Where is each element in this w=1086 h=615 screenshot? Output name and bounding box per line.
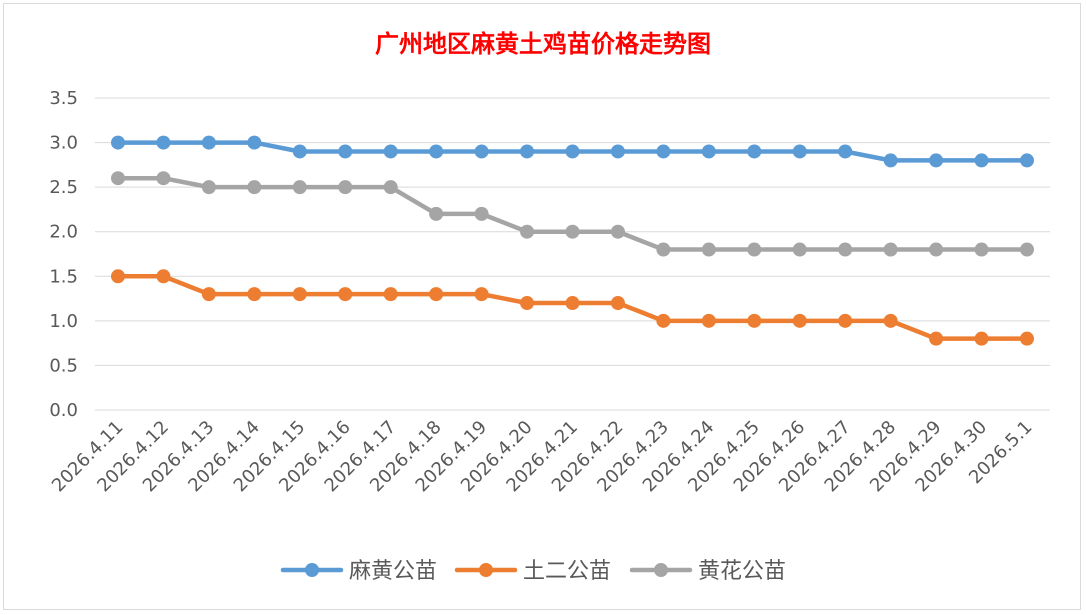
data-point bbox=[520, 224, 535, 239]
data-point bbox=[747, 242, 762, 257]
data-point bbox=[610, 224, 625, 239]
data-point bbox=[520, 296, 535, 311]
series-麻黄公苗 bbox=[111, 135, 1034, 168]
data-point bbox=[792, 144, 807, 159]
data-point bbox=[974, 153, 989, 168]
legend-label: 土二公苗 bbox=[523, 559, 611, 584]
y-axis-tick-labels: 0.0 0.5 1.0 1.5 2.0 2.5 3.0 3.5 bbox=[49, 88, 78, 421]
data-point bbox=[292, 144, 307, 159]
data-point bbox=[565, 224, 580, 239]
data-point bbox=[883, 153, 898, 168]
data-point bbox=[747, 313, 762, 328]
y-tick-label: 3.0 bbox=[49, 133, 78, 154]
data-point bbox=[474, 144, 489, 159]
series-lines bbox=[111, 135, 1034, 346]
data-point bbox=[792, 313, 807, 328]
data-point bbox=[974, 331, 989, 346]
legend-label: 黄花公苗 bbox=[698, 559, 786, 584]
data-point bbox=[111, 135, 125, 150]
data-point bbox=[610, 296, 625, 311]
data-point bbox=[1020, 331, 1034, 346]
data-point bbox=[883, 242, 898, 257]
data-point bbox=[520, 144, 535, 159]
data-point bbox=[1020, 153, 1034, 168]
data-point bbox=[156, 171, 171, 186]
data-point bbox=[929, 153, 944, 168]
y-tick-label: 0.0 bbox=[49, 400, 78, 421]
legend-label: 麻黄公苗 bbox=[349, 559, 437, 584]
data-point bbox=[201, 287, 216, 302]
data-point bbox=[792, 242, 807, 257]
legend: 麻黄公苗 土二公苗 黄花公苗 bbox=[280, 559, 786, 584]
chart-area bbox=[3, 3, 1081, 610]
data-point bbox=[701, 313, 716, 328]
data-point bbox=[111, 171, 125, 186]
data-point bbox=[701, 144, 716, 159]
legend-item: 黄花公苗 bbox=[629, 559, 786, 584]
data-point bbox=[838, 313, 853, 328]
data-point bbox=[747, 144, 762, 159]
data-point bbox=[429, 206, 444, 221]
data-point bbox=[429, 287, 444, 302]
data-point bbox=[656, 242, 671, 257]
data-point bbox=[610, 144, 625, 159]
series-土二公苗 bbox=[111, 269, 1034, 346]
data-point bbox=[701, 242, 716, 257]
legend-item: 麻黄公苗 bbox=[280, 559, 437, 584]
data-point bbox=[1020, 242, 1034, 257]
data-point bbox=[156, 269, 171, 284]
data-point bbox=[883, 313, 898, 328]
y-tick-label: 1.5 bbox=[49, 266, 78, 287]
data-point bbox=[474, 206, 489, 221]
legend-item: 土二公苗 bbox=[454, 559, 611, 584]
data-point bbox=[338, 287, 353, 302]
data-point bbox=[929, 331, 944, 346]
chart-title: 广州地区麻黄土鸡苗价格走势图 bbox=[375, 29, 711, 58]
data-point bbox=[156, 135, 171, 150]
data-point bbox=[656, 144, 671, 159]
data-point bbox=[383, 144, 398, 159]
data-point bbox=[247, 135, 262, 150]
y-tick-label: 2.0 bbox=[49, 222, 78, 243]
data-point bbox=[838, 144, 853, 159]
data-point bbox=[338, 144, 353, 159]
data-point bbox=[201, 135, 216, 150]
data-point bbox=[292, 180, 307, 195]
data-point bbox=[656, 313, 671, 328]
data-point bbox=[111, 269, 125, 284]
y-tick-label: 1.0 bbox=[49, 311, 78, 332]
series-黄花公苗 bbox=[111, 171, 1034, 257]
data-point bbox=[383, 287, 398, 302]
y-tick-label: 3.5 bbox=[49, 88, 78, 109]
data-point bbox=[429, 144, 444, 159]
x-axis-tick-labels: 2026.4.112026.4.122026.4.132026.4.142026… bbox=[48, 417, 1037, 497]
data-point bbox=[201, 180, 216, 195]
data-point bbox=[565, 296, 580, 311]
y-tick-label: 0.5 bbox=[49, 355, 78, 376]
data-point bbox=[292, 287, 307, 302]
data-point bbox=[974, 242, 989, 257]
data-point bbox=[247, 287, 262, 302]
data-point bbox=[383, 180, 398, 195]
data-point bbox=[247, 180, 262, 195]
data-point bbox=[838, 242, 853, 257]
y-tick-label: 2.5 bbox=[49, 177, 78, 198]
legend-swatch-marker bbox=[305, 563, 319, 577]
data-point bbox=[474, 287, 489, 302]
data-point bbox=[338, 180, 353, 195]
legend-swatch-marker bbox=[479, 563, 493, 577]
data-point bbox=[929, 242, 944, 257]
legend-swatch-marker bbox=[654, 563, 668, 577]
data-point bbox=[565, 144, 580, 159]
